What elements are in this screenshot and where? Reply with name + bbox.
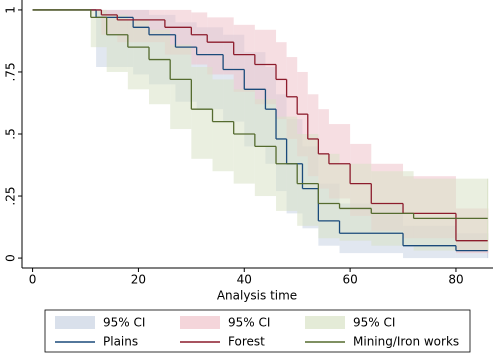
ci-band bbox=[413, 178, 488, 251]
legend-label: Forest bbox=[228, 335, 265, 349]
x-tick-label: 40 bbox=[237, 273, 252, 287]
ci-band bbox=[371, 171, 414, 246]
ci-band bbox=[233, 89, 255, 184]
legend-label: 95% CI bbox=[353, 316, 395, 330]
y-tick-label: 1 bbox=[4, 6, 18, 14]
ci-band bbox=[207, 17, 234, 75]
y-tick-label: .25 bbox=[4, 186, 18, 205]
ci-band bbox=[149, 29, 171, 105]
ci-band bbox=[339, 163, 372, 241]
ci-band bbox=[318, 153, 340, 239]
legend-label: 95% CI bbox=[103, 316, 145, 330]
ci-band bbox=[318, 109, 329, 189]
ci-band bbox=[286, 57, 298, 139]
ci-band bbox=[233, 24, 255, 92]
ci-band bbox=[191, 12, 208, 65]
ci-band bbox=[254, 99, 277, 197]
legend-label: Plains bbox=[103, 335, 138, 349]
legend-swatch bbox=[55, 316, 95, 329]
ci-band bbox=[90, 9, 107, 48]
ci-band bbox=[297, 134, 319, 226]
ci-band bbox=[127, 19, 150, 90]
y-tick-label: .75 bbox=[4, 62, 18, 81]
y-tick-label: 0 bbox=[4, 254, 18, 262]
ci-band bbox=[254, 29, 277, 105]
ci-band bbox=[276, 42, 287, 120]
legend-box bbox=[44, 309, 471, 353]
x-tick-label: 20 bbox=[131, 273, 146, 287]
ci-band bbox=[212, 79, 234, 172]
legend-swatch bbox=[305, 316, 345, 329]
legend-swatch bbox=[180, 316, 220, 329]
x-tick-label: 0 bbox=[29, 273, 37, 287]
ci-band bbox=[170, 44, 192, 130]
x-tick-label: 80 bbox=[448, 273, 463, 287]
ci-band bbox=[191, 67, 213, 159]
y-tick-label: .5 bbox=[4, 128, 18, 139]
x-tick-label: 60 bbox=[342, 273, 357, 287]
legend-label: Mining/Iron works bbox=[353, 335, 459, 349]
x-axis-title: Analysis time bbox=[217, 289, 297, 303]
ci-band bbox=[106, 14, 128, 72]
legend-label: 95% CI bbox=[228, 316, 270, 330]
